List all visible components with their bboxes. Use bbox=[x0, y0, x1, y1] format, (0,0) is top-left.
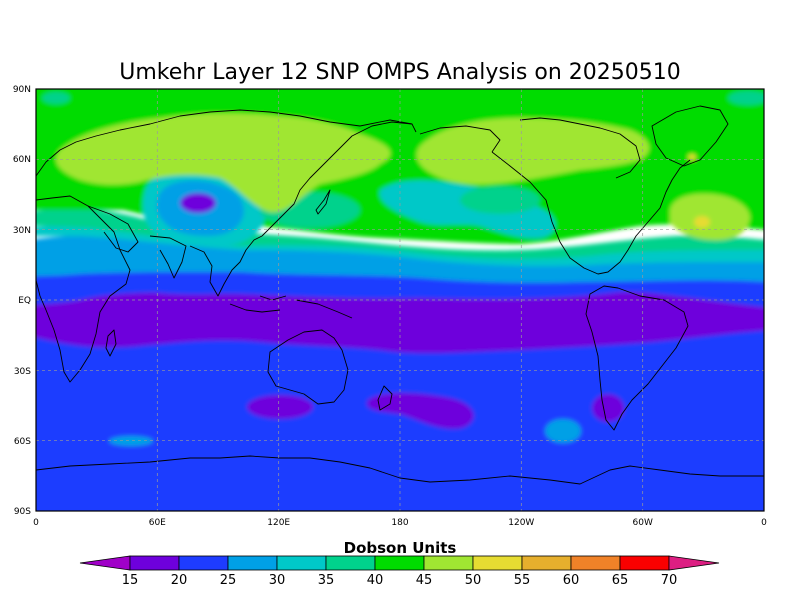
contour-greenland-50-55 bbox=[688, 154, 696, 160]
contour-tropical-low-band bbox=[36, 287, 764, 354]
colorbar-60-65 bbox=[570, 555, 621, 571]
coastline-east-asia bbox=[261, 121, 417, 237]
coastline-greenland bbox=[651, 105, 729, 167]
colorbar-50-55 bbox=[472, 555, 523, 571]
lon-label-180: 180 bbox=[391, 518, 408, 528]
lon-label-0-left: 0 bbox=[33, 518, 39, 528]
colorbar-label-20: 20 bbox=[171, 573, 188, 588]
coastline-canadian-arctic bbox=[519, 117, 641, 179]
coastline-africa bbox=[36, 195, 131, 383]
lat-label-60n: 60N bbox=[13, 155, 31, 165]
contour-north-america-45-50 bbox=[416, 118, 650, 185]
colorbar-25-30 bbox=[227, 555, 278, 571]
lon-label-60e: 60E bbox=[149, 518, 166, 528]
colorbar-label-40: 40 bbox=[367, 573, 384, 588]
lat-label-eq: EQ bbox=[18, 296, 31, 306]
map-frame bbox=[35, 88, 765, 512]
colorbar-20-25 bbox=[178, 555, 229, 571]
colorbar-label-60: 60 bbox=[563, 573, 580, 588]
colorbar-35-40 bbox=[325, 555, 376, 571]
contour-atlantic-45-50 bbox=[670, 193, 750, 240]
coastline-alaska bbox=[419, 125, 501, 153]
colorbar-label-35: 35 bbox=[318, 573, 335, 588]
contour-south-pacific-low bbox=[366, 393, 474, 429]
gridlines bbox=[36, 89, 764, 511]
colorbar-label-15: 15 bbox=[122, 573, 139, 588]
colorbar-label-55: 55 bbox=[514, 573, 531, 588]
colorbar-65-70 bbox=[619, 555, 670, 571]
lon-label-120e: 120E bbox=[267, 518, 290, 528]
colorbar-label-45: 45 bbox=[416, 573, 433, 588]
coastline-north-america bbox=[491, 151, 691, 275]
colorbar-lt15 bbox=[79, 555, 131, 571]
colorbar-label-70: 70 bbox=[661, 573, 678, 588]
coastline-south-america bbox=[585, 285, 689, 431]
coastlines bbox=[36, 105, 764, 485]
coastline-eurasia-north bbox=[36, 109, 413, 177]
coastline-new-zealand bbox=[377, 385, 393, 411]
lon-label-120w: 120W bbox=[508, 518, 534, 528]
colorbar-45-50 bbox=[423, 555, 474, 571]
colorbar-40-45 bbox=[374, 555, 425, 571]
colorbar-label-65: 65 bbox=[612, 573, 629, 588]
colorbar bbox=[79, 555, 720, 571]
coastline-japan bbox=[315, 189, 331, 215]
lat-label-90s: 90S bbox=[14, 507, 31, 517]
contour-tibet-low bbox=[180, 193, 216, 213]
contour-arctic-35-40-east bbox=[728, 91, 764, 105]
contour-siberia-45-50 bbox=[56, 113, 391, 213]
contour-patagonia-low bbox=[592, 394, 624, 422]
lat-label-30n: 30N bbox=[13, 226, 31, 236]
colorbar-gt70 bbox=[668, 555, 720, 571]
lon-labels: 0 60E 120E 180 120W 60W 0 bbox=[33, 518, 767, 528]
coastline-arabia bbox=[87, 205, 139, 253]
map-panel bbox=[36, 89, 764, 511]
colorbar-30-35 bbox=[276, 555, 327, 571]
contour-north-pacific-30-35 bbox=[379, 180, 556, 239]
lat-label-30s: 30S bbox=[14, 367, 31, 377]
colorbar-55-60 bbox=[521, 555, 572, 571]
contour-north-pacific-35-40 bbox=[460, 186, 540, 214]
lat-labels: 90N 60N 30N EQ 30S 60S 90S bbox=[13, 85, 31, 517]
lon-label-0-right: 0 bbox=[761, 518, 767, 528]
colorbar-label-30: 30 bbox=[269, 573, 286, 588]
contour-arctic-35-40 bbox=[42, 92, 70, 104]
coastline-southeast-asia bbox=[189, 235, 263, 297]
colorbar-label-50: 50 bbox=[465, 573, 482, 588]
coastline-australia bbox=[267, 329, 349, 405]
colorbar-label-25: 25 bbox=[220, 573, 237, 588]
colorbar-title: Dobson Units bbox=[344, 539, 457, 557]
lon-label-60w: 60W bbox=[633, 518, 653, 528]
contour-nh-35-40-band bbox=[36, 208, 764, 259]
contour-atlantic-50-55 bbox=[694, 216, 710, 228]
lat-label-60s: 60S bbox=[14, 437, 31, 447]
coastline-india bbox=[149, 235, 187, 279]
coastline-antarctica bbox=[36, 455, 764, 485]
colorbar-15-20 bbox=[129, 555, 180, 571]
colorbar-labels: 15 20 25 30 35 40 45 50 55 60 65 70 bbox=[122, 573, 678, 588]
coastline-madagascar bbox=[105, 329, 117, 357]
contour-se-pacific-patch bbox=[545, 419, 581, 443]
contour-south-indian-patch bbox=[109, 436, 153, 446]
lat-label-90n: 90N bbox=[13, 85, 31, 95]
map-title: Umkehr Layer 12 SNP OMPS Analysis on 202… bbox=[119, 60, 681, 85]
contour-south-indian-low bbox=[247, 395, 313, 419]
